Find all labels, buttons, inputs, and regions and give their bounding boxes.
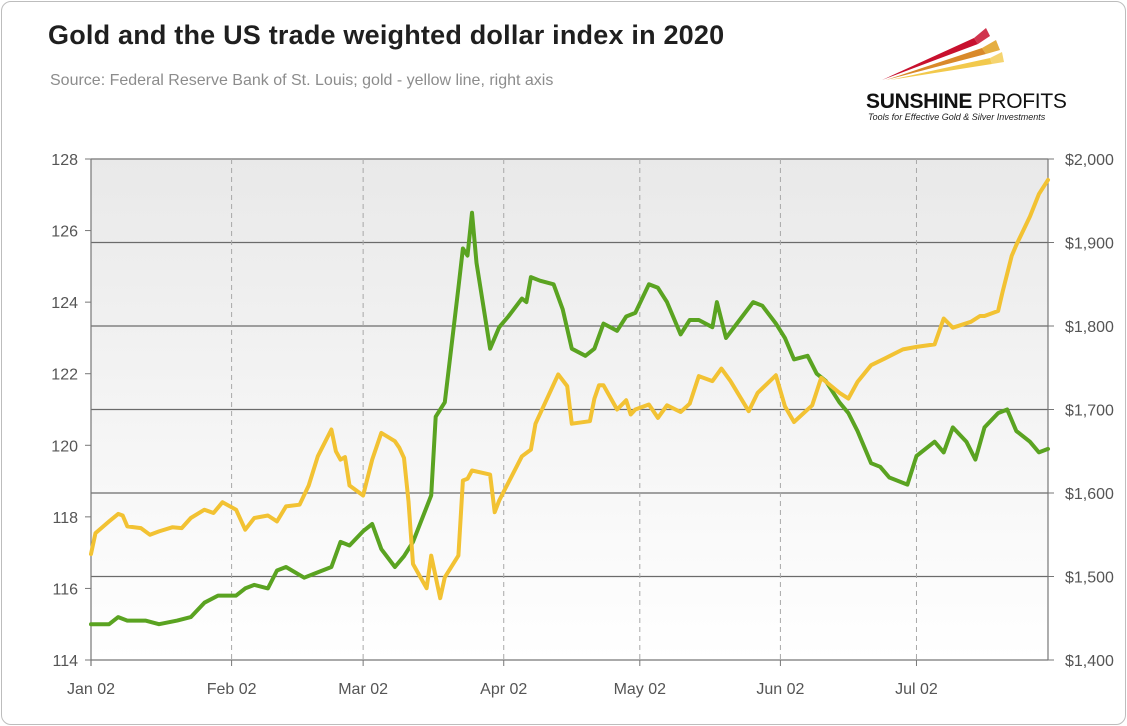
y-left-tick-label: 116 <box>52 581 78 598</box>
x-tick-label: Feb 02 <box>207 681 257 698</box>
y-right-tick-label: $1,700 <box>1065 403 1114 420</box>
series-line-gold <box>89 177 1050 601</box>
y-right-tick-label: $1,400 <box>1065 653 1114 670</box>
logo-tagline: Tools for Effective Gold & Silver Invest… <box>868 112 1046 122</box>
y-right-tick-label: $1,500 <box>1065 570 1114 587</box>
x-tick-label: Mar 02 <box>338 681 388 698</box>
y-left-tick-label: 118 <box>52 510 78 527</box>
x-tick-label: May 02 <box>614 681 667 698</box>
series-line-dollar-index <box>89 210 1050 627</box>
y-left-tick-label: 120 <box>51 438 78 455</box>
logo-brand: SUNSHINE PROFITS <box>866 90 1067 114</box>
chart-subtitle: Source: Federal Reserve Bank of St. Loui… <box>50 72 554 89</box>
y-right-tick-label: $1,800 <box>1065 319 1114 336</box>
y-left-tick-label: 126 <box>51 224 78 241</box>
y-left-tick-label: 124 <box>51 295 78 312</box>
x-tick-label: Jan 02 <box>67 681 115 698</box>
y-left-tick-label: 114 <box>52 653 78 670</box>
logo-brand-bold: SUNSHINE <box>866 90 973 113</box>
chart-title: Gold and the US trade weighted dollar in… <box>48 20 725 50</box>
sunshine-profits-logo-icon <box>882 28 1004 80</box>
x-tick-label: Jun 02 <box>756 681 804 698</box>
y-left-tick-label: 122 <box>51 367 78 384</box>
y-right-tick-label: $1,900 <box>1065 236 1114 253</box>
x-tick-label: Apr 02 <box>480 681 527 698</box>
y-right-tick-label: $1,600 <box>1065 486 1114 503</box>
logo-brand-light: PROFITS <box>977 90 1067 113</box>
x-tick-label: Jul 02 <box>895 681 938 698</box>
y-left-tick-label: 128 <box>51 152 78 169</box>
y-right-tick-label: $2,000 <box>1065 152 1114 169</box>
